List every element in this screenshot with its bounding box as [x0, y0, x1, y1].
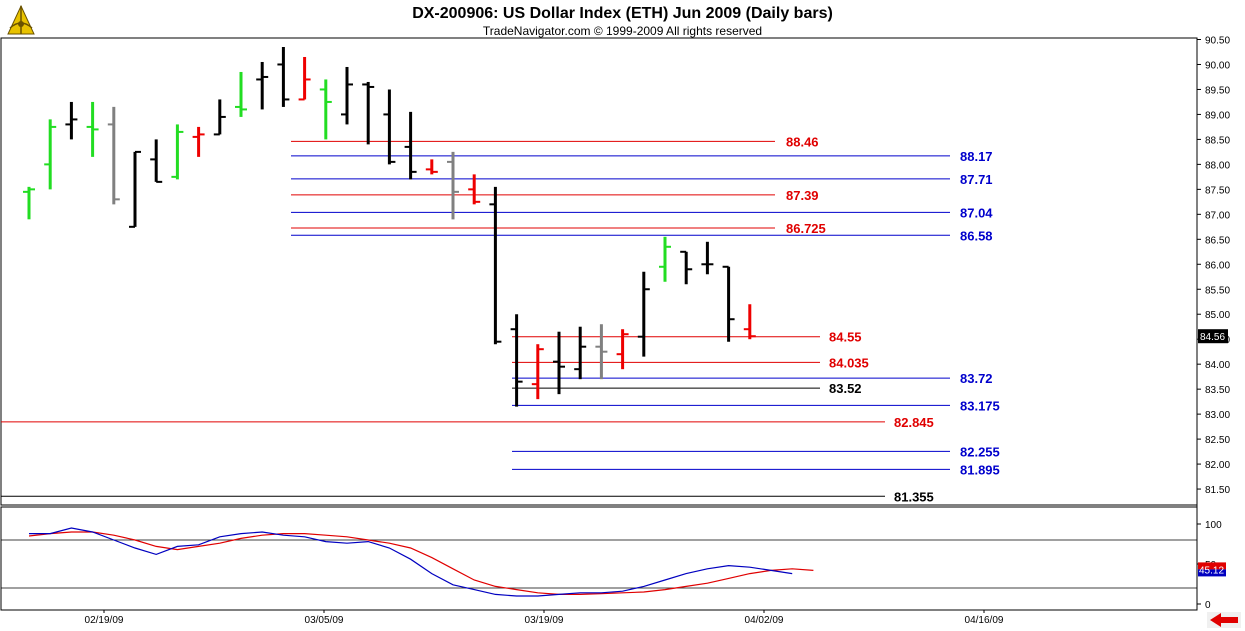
- stochastic-k-value-box: [1198, 569, 1226, 577]
- level-label: 82.845: [894, 415, 934, 430]
- last-price-label: 84.56: [1200, 332, 1225, 343]
- level-label: 86.725: [786, 221, 826, 236]
- stochastic-last-label: 45.12: [1199, 565, 1224, 576]
- y-tick-label: 89.50: [1205, 85, 1230, 96]
- y-tick-label: 83.00: [1205, 410, 1230, 421]
- stochastic-pane-border: [0, 506, 1198, 611]
- y-tick-label: 89.00: [1205, 110, 1230, 121]
- y-tick-label: 87.00: [1205, 210, 1230, 221]
- level-label: 84.035: [829, 355, 869, 370]
- x-tick-label: 02/19/09: [85, 615, 124, 626]
- y-tick-label: 82.00: [1205, 460, 1230, 471]
- level-label: 87.04: [960, 205, 993, 220]
- last-price-box: [1198, 329, 1228, 344]
- level-label: 88.46: [786, 134, 819, 149]
- y-tick-label: 86.00: [1205, 260, 1230, 271]
- sextant-logo-icon[interactable]: [4, 4, 38, 38]
- y-tick-label: 88.50: [1205, 135, 1230, 146]
- chart-subtitle: TradeNavigator.com © 1999-2009 All right…: [482, 24, 763, 38]
- y-tick-label: 85.00: [1205, 310, 1230, 321]
- x-tick-label: 03/19/09: [525, 615, 564, 626]
- y-tick-label: 84.00: [1205, 360, 1230, 371]
- x-tick-label: 03/05/09: [305, 615, 344, 626]
- level-label: 83.175: [960, 398, 1000, 413]
- red-left-arrow-icon[interactable]: [1207, 612, 1241, 628]
- y-tick-label: 81.50: [1205, 485, 1230, 496]
- chart-title: DX-200906: US Dollar Index (ETH) Jun 200…: [412, 5, 833, 22]
- watermark: TradeNavigator.com: [6, 495, 96, 506]
- price-pane-border: [0, 37, 1198, 506]
- y-tick-label: 85.50: [1205, 285, 1230, 296]
- stochastic-d-value-box: [1198, 562, 1226, 570]
- y-tick-label: 86.50: [1205, 235, 1230, 246]
- y-tick-label: 84.50: [1205, 335, 1230, 346]
- level-label: 83.72: [960, 371, 993, 386]
- level-label: 87.71: [960, 172, 993, 187]
- stochastic-tick-label: 100: [1205, 520, 1222, 531]
- x-tick-label: 04/02/09: [745, 615, 784, 626]
- level-label: 82.255: [960, 444, 1000, 459]
- level-label: 87.39: [786, 188, 819, 203]
- level-label: 86.58: [960, 228, 993, 243]
- stochastic-tick-label: 0: [1205, 600, 1211, 611]
- level-label: 81.895: [960, 462, 1000, 477]
- last-quote-readout: 04/03/2009 = 84.56 (-0.33): [1059, 38, 1178, 49]
- stochastic-tick-label: 50: [1205, 560, 1217, 571]
- stochastic-line: [29, 527, 793, 597]
- legend-stoch-k: StochK (14,3): [1111, 509, 1175, 520]
- y-tick-label: 90.00: [1205, 60, 1230, 71]
- level-label: 81.355: [894, 489, 934, 504]
- y-tick-label: 83.50: [1205, 385, 1230, 396]
- stochastic-line: [28, 531, 814, 596]
- level-label: 88.17: [960, 149, 993, 164]
- y-tick-label: 88.00: [1205, 160, 1230, 171]
- level-label: 83.52: [829, 381, 862, 396]
- legend-stoch-d: StochD (3): [1050, 509, 1101, 520]
- y-tick-label: 87.50: [1205, 185, 1230, 196]
- level-label: 84.55: [829, 330, 862, 345]
- stochastic-legend: StochD (3) StochK (14,3): [1050, 509, 1175, 520]
- x-tick-label: 04/16/09: [965, 615, 1004, 626]
- y-tick-label: 82.50: [1205, 435, 1230, 446]
